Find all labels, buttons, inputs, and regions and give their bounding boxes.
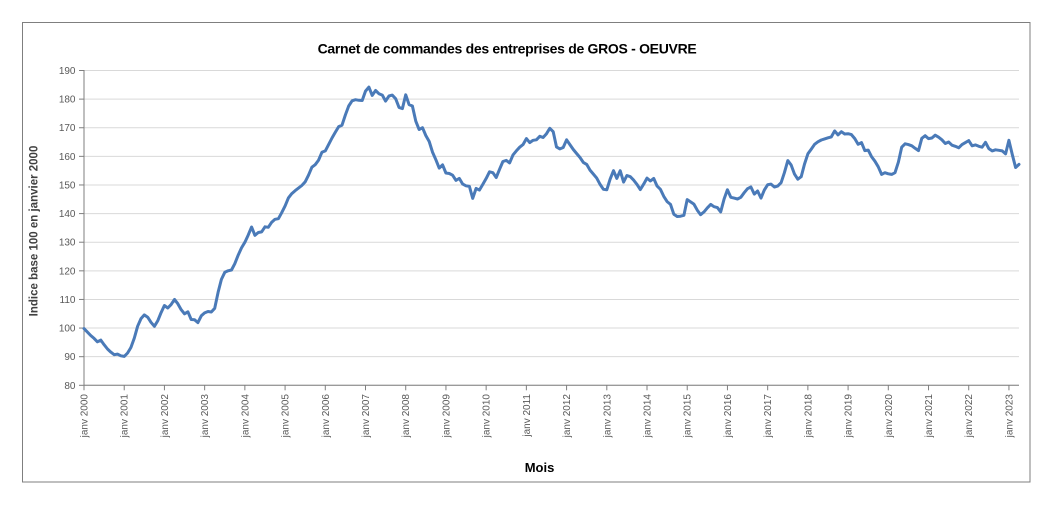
svg-text:Indice base 100 en janvier 200: Indice base 100 en janvier 2000 — [29, 146, 41, 317]
svg-text:janv 2020: janv 2020 — [884, 394, 895, 439]
svg-text:janv 2021: janv 2021 — [924, 394, 935, 439]
svg-text:janv 2018: janv 2018 — [803, 394, 814, 439]
svg-text:janv 2008: janv 2008 — [401, 394, 412, 439]
svg-text:janv 2017: janv 2017 — [763, 394, 774, 439]
svg-text:janv 2012: janv 2012 — [562, 394, 573, 439]
svg-text:160: 160 — [59, 152, 76, 163]
svg-text:janv 2022: janv 2022 — [964, 394, 975, 439]
svg-text:120: 120 — [59, 266, 76, 277]
svg-text:janv 2016: janv 2016 — [723, 394, 734, 439]
svg-text:100: 100 — [59, 324, 76, 335]
svg-text:janv 2009: janv 2009 — [441, 394, 452, 439]
svg-text:janv 2007: janv 2007 — [361, 394, 372, 439]
svg-text:Mois: Mois — [525, 460, 555, 475]
svg-text:janv 2010: janv 2010 — [482, 394, 493, 439]
svg-text:170: 170 — [59, 123, 76, 134]
svg-text:90: 90 — [64, 352, 76, 363]
svg-text:150: 150 — [59, 180, 76, 191]
svg-text:janv 2001: janv 2001 — [120, 394, 131, 439]
svg-text:janv 2002: janv 2002 — [160, 394, 171, 439]
svg-text:janv 2011: janv 2011 — [522, 394, 533, 438]
svg-text:130: 130 — [59, 238, 76, 249]
svg-text:janv 2004: janv 2004 — [240, 394, 251, 439]
svg-text:janv 2003: janv 2003 — [200, 394, 211, 439]
svg-text:180: 180 — [59, 95, 76, 106]
svg-text:janv 2014: janv 2014 — [643, 394, 654, 439]
svg-text:80: 80 — [64, 381, 76, 392]
svg-text:janv 2013: janv 2013 — [602, 394, 613, 439]
svg-text:janv 2023: janv 2023 — [1004, 394, 1015, 439]
svg-text:190: 190 — [59, 66, 76, 77]
svg-text:janv 2000: janv 2000 — [80, 394, 91, 439]
svg-text:Carnet de commandes des entrep: Carnet de commandes des entreprises de G… — [318, 41, 697, 57]
svg-text:janv 2005: janv 2005 — [281, 394, 292, 439]
svg-text:110: 110 — [60, 295, 76, 306]
svg-text:janv 2019: janv 2019 — [844, 394, 855, 439]
svg-text:janv 2015: janv 2015 — [683, 394, 694, 439]
svg-text:140: 140 — [59, 209, 76, 220]
svg-text:janv 2006: janv 2006 — [321, 394, 332, 439]
